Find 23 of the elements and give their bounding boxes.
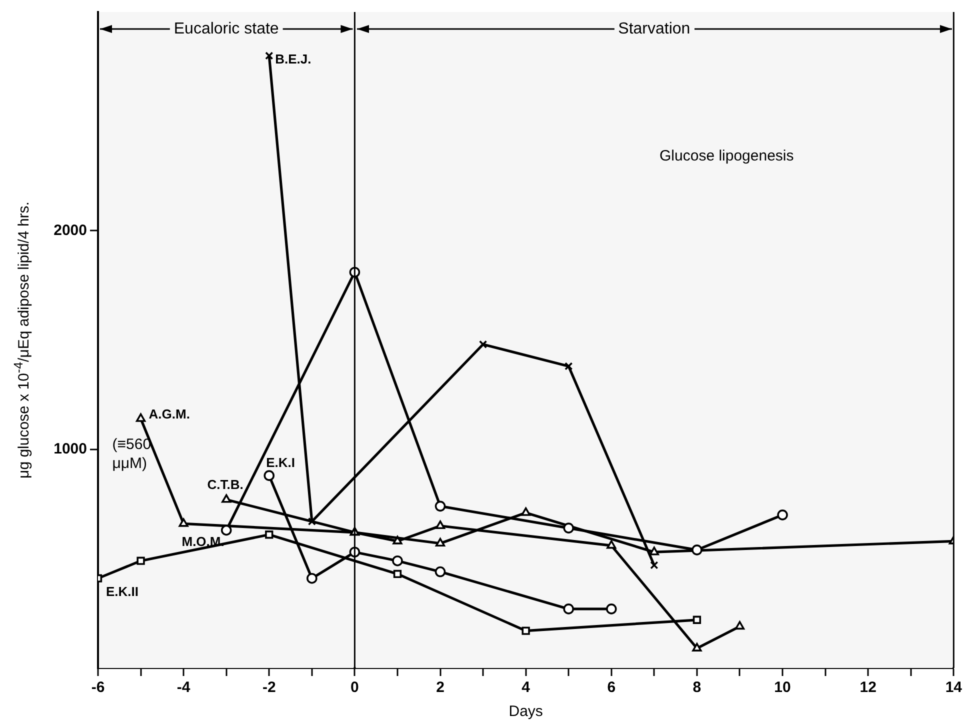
x-tick-label: 12 [860,679,876,696]
y-tick-label: 2000 [54,222,87,239]
x-tick-label: 10 [774,679,791,696]
y-tick-label: 1000 [54,440,87,458]
series-label: A.G.M. [148,406,190,422]
band-label: Starvation [618,20,690,38]
x-tick-label: 4 [522,679,531,696]
x-tick-label: -2 [262,679,276,696]
x-tick-label: 8 [692,679,702,696]
series-label: B.E.J. [275,51,312,66]
annotation: Glucose lipogenesis [660,147,794,164]
series-label: E.K.I [266,455,296,470]
x-tick-label: -6 [91,679,105,696]
x-tick-label: -4 [176,679,191,696]
band-label: Eucaloric state [174,20,279,38]
x-axis-title: Days [508,703,543,720]
x-tick-label: 2 [436,679,444,696]
x-tick-label: 0 [350,679,359,696]
x-tick-label: 6 [607,679,616,696]
series-label: C.T.B. [207,477,244,492]
annotation: (≡560 μμM) [112,436,152,472]
series-label: E.K.II [106,584,139,599]
x-tick-label: 14 [945,679,963,696]
